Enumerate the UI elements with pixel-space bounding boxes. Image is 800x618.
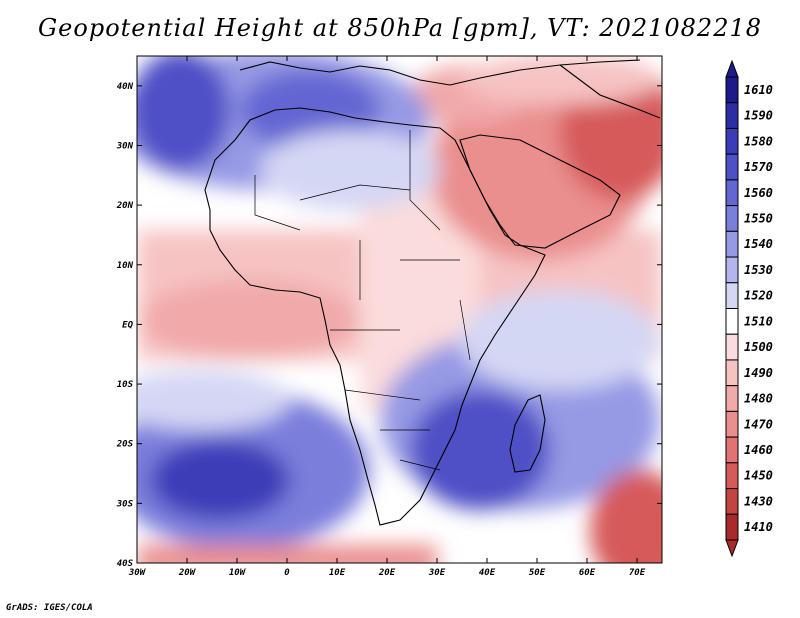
colorbar-swatch [725,385,739,412]
plot-frame [136,55,663,564]
lat-tick-label: 40N [117,82,134,92]
colorbar-label: 1560 [744,186,773,200]
lat-tick-label: 30S [116,499,134,509]
lat-tick-label: 20S [116,440,134,450]
asia-outline [559,64,661,119]
lon-tick-label: 60E [579,568,596,578]
colorbar-label: 1610 [744,83,773,97]
colorbar-label: 1460 [744,443,773,457]
colorbar-swatch [725,153,739,181]
colorbar-swatch [725,205,739,232]
lat-tick-label: 40S [117,559,134,569]
lon-tick-label: 30E [428,568,446,578]
colorbar-label: 1580 [744,134,773,148]
colorbar-label: 1530 [744,263,773,277]
colorbar-label: 1520 [744,289,773,303]
lon-tick-label: 70E [629,568,646,578]
height-field [137,56,662,563]
lon-tick-label: 30W [128,568,147,578]
colorbar-swatch [725,308,739,335]
colorbar-top-arrow [725,59,739,78]
colorbar-swatch [725,230,739,258]
lon-tick-label: 10W [229,568,247,578]
africa-outline [204,107,546,526]
colorbar-bottom-arrow [725,539,739,558]
lon-tick-label: 10E [329,568,346,578]
colorbar-label: 1500 [744,340,773,354]
colorbar-swatch [725,410,739,438]
colorbar: 1610 1590 1580 1570 1560 1550 1540 1530 1520 1510… [725,59,773,558]
credit-text: GrADS: IGES/COLA [6,603,93,613]
colorbar-label: 1480 [744,392,773,406]
colorbar-swatch [725,76,739,104]
colorbar-label: 1590 [744,109,773,123]
lon-tick-label: 0 [284,568,290,578]
colorbar-swatch [725,359,739,387]
colorbar-label: 1540 [744,237,773,251]
lat-tick-label: EQ [122,320,133,330]
lon-tick-label: 20W [178,568,197,578]
colorbar-swatch [725,127,739,155]
arabia-outline [459,134,621,249]
lat-tick-label: 10N [117,261,134,271]
colorbar-swatch [725,179,739,207]
colorbar-label: 1550 [744,211,773,225]
colorbar-swatch [725,256,739,284]
lon-tick-label: 40E [479,568,496,578]
colorbar-swatch [725,513,739,541]
lat-tick-label: 20N [116,201,134,211]
colorbar-swatch [725,462,739,490]
axes: 30W 20W 10W 0 10E 20E 30E 40E 50E 60E 70E 40N 30N 20N… [116,56,662,578]
colorbar-label: 1570 [744,160,773,174]
colorbar-label: 1490 [744,366,773,380]
colorbar-label: 1410 [744,520,773,534]
lon-tick-label: 20E [378,568,396,578]
lon-tick-label: 50E [529,568,546,578]
colorbar-swatch [725,102,739,129]
lat-tick-label: 10S [117,380,134,390]
colorbar-swatch [725,436,739,464]
colorbar-swatch [725,333,739,361]
coastlines [204,59,661,526]
colorbar-label: 1450 [744,469,773,483]
country-borders [254,130,471,471]
colorbar-label: 1470 [744,417,773,431]
madagascar-outline [509,394,546,473]
colorbar-swatch [725,282,739,309]
chart-title: Geopotential Height at 850hPa [gpm], VT:… [38,14,762,42]
colorbar-swatch [725,488,739,515]
lat-tick-label: 30N [116,141,134,151]
colorbar-label: 1510 [744,314,773,328]
colorbar-label: 1430 [744,494,773,508]
